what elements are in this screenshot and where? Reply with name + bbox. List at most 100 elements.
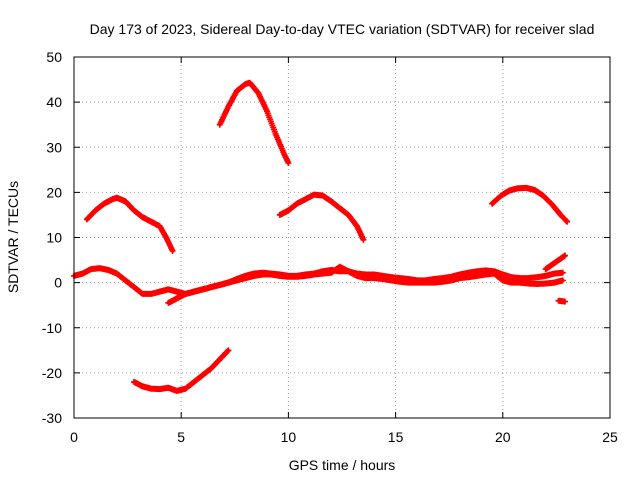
series-markers [83, 194, 176, 254]
data-point [201, 373, 205, 377]
series-arc-5 [131, 347, 232, 394]
data-point [552, 281, 556, 285]
x-tick-label: 25 [602, 429, 618, 445]
data-point [533, 188, 537, 192]
data-point [141, 215, 145, 219]
data-point [561, 271, 565, 275]
data-point [256, 91, 260, 95]
series-markers [71, 265, 566, 297]
y-tick-label: -20 [42, 365, 62, 381]
chart-title: Day 173 of 2023, Sidereal Day-to-day VTE… [90, 21, 595, 37]
data-point [201, 287, 205, 291]
data-point [158, 387, 162, 391]
data-point [398, 280, 402, 284]
data-point [527, 282, 531, 286]
data-point [550, 203, 554, 207]
data-point [559, 213, 563, 217]
data-point [235, 89, 239, 93]
data-point [123, 199, 127, 203]
data-point [346, 213, 350, 217]
data-point [338, 206, 342, 210]
axis-ticks: 0 5 10 15 20 25 -30 -20 -10 0 10 20 30 40 50 [42, 49, 618, 445]
data-point [338, 265, 342, 269]
series-markers [165, 263, 566, 306]
data-point [518, 281, 522, 285]
data-point [278, 213, 282, 217]
data-point [329, 199, 333, 203]
y-tick-label: 0 [54, 275, 62, 291]
y-tick-label: -30 [42, 410, 62, 426]
data-point [141, 384, 145, 388]
series-arc-7 [165, 263, 566, 306]
y-tick-label: 10 [46, 230, 62, 246]
x-tick-label: 10 [281, 429, 297, 445]
data-point [226, 105, 230, 109]
data-point [557, 258, 561, 262]
data-point [355, 224, 359, 228]
data-point [415, 281, 419, 285]
series-arc-1 [83, 194, 176, 254]
data-point [561, 278, 565, 282]
data-point [132, 208, 136, 212]
data-point [218, 123, 222, 127]
data-point [218, 283, 222, 287]
data-point [115, 196, 119, 200]
series-arc-4 [489, 184, 571, 225]
x-tick-label: 5 [177, 429, 185, 445]
y-tick-label: 50 [46, 49, 62, 65]
data-point [248, 81, 252, 85]
y-tick-label: 30 [46, 139, 62, 155]
data-point [475, 269, 479, 273]
data-point [501, 278, 505, 282]
data-point [244, 276, 248, 280]
data-point [93, 208, 97, 212]
series-arc-9 [555, 297, 568, 305]
data-point [304, 197, 308, 201]
data-point [295, 275, 299, 279]
data-point [274, 132, 278, 136]
data-point [507, 189, 511, 193]
data-point [286, 161, 290, 165]
data-point [484, 268, 488, 272]
data-point [364, 276, 368, 280]
y-tick-label: 20 [46, 184, 62, 200]
data-point [312, 273, 316, 277]
data-point [295, 202, 299, 206]
data-point [166, 287, 170, 291]
data-point [372, 276, 376, 280]
data-point [175, 389, 179, 393]
data-point [235, 278, 239, 282]
series-arc-2 [216, 79, 292, 166]
y-tick-label: -10 [42, 320, 62, 336]
data-point [89, 267, 93, 271]
x-tick-label: 0 [70, 429, 78, 445]
data-point [209, 366, 213, 370]
data-point [424, 281, 428, 285]
data-point [475, 274, 479, 278]
data-point [269, 273, 273, 277]
data-point [441, 280, 445, 284]
data-point [286, 208, 290, 212]
data-point [81, 272, 85, 276]
data-point [98, 266, 102, 270]
data-point [261, 273, 265, 277]
data-point [278, 274, 282, 278]
data-point [499, 194, 503, 198]
data-point [509, 281, 513, 285]
data-point [466, 271, 470, 275]
data-point [329, 271, 333, 275]
series-markers [276, 191, 367, 243]
data-point [550, 263, 554, 267]
data-point [432, 281, 436, 285]
data-point [192, 290, 196, 294]
data-point [449, 278, 453, 282]
data-point [304, 274, 308, 278]
data-point [265, 109, 269, 113]
data-point [166, 301, 170, 305]
data-point [406, 281, 410, 285]
data-point [175, 296, 179, 300]
data-point [192, 380, 196, 384]
data-point [458, 276, 462, 280]
y-tick-label: 40 [46, 94, 62, 110]
